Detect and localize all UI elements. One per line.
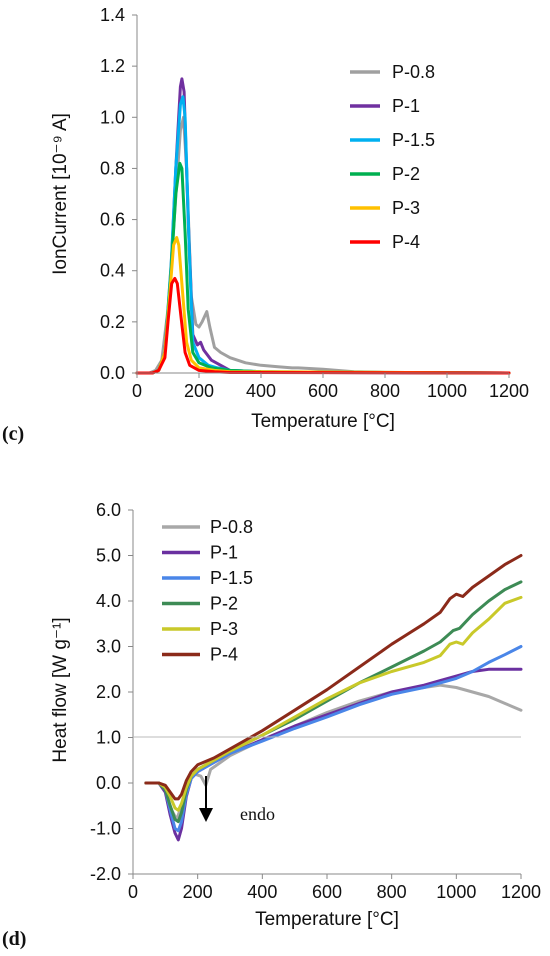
d-x-tick-label: 800 (377, 882, 407, 902)
panel-c-label: (c) (2, 423, 24, 445)
d-series-line-p-3 (144, 595, 523, 812)
d-x-tick-label: 400 (247, 882, 277, 902)
c-y-tick-label: 1.4 (100, 5, 125, 25)
c-series-group (135, 77, 511, 375)
c-legend-label-p-1-5: P-1.5 (392, 130, 435, 150)
d-series-line-p-1-5 (144, 645, 523, 833)
d-legend-label-p-3: P-3 (210, 619, 238, 639)
d-series-line-p-4 (144, 554, 523, 801)
c-x-tick-label: 0 (132, 381, 142, 401)
c-x-tick-label: 800 (370, 381, 400, 401)
d-x-ticks: 0 200 400 600 800 1000 1200 (128, 874, 541, 902)
c-x-ticks: 0 200 400 600 800 1000 1200 (132, 373, 529, 401)
d-y-tick-label: 5.0 (96, 546, 121, 566)
d-x-tick-label: 200 (183, 882, 213, 902)
d-x-tick-label: 0 (128, 882, 138, 902)
d-y-ticks: -2.0 -1.0 0.0 1.0 2.0 3.0 4.0 5.0 6.0 (90, 500, 133, 884)
panel-c-chart: 0 200 400 600 800 1000 1200 0.0 0.2 0.4 0.6 0.8 1.0… (2, 5, 529, 445)
c-y-tick-label: 0.0 (100, 363, 125, 383)
d-legend-label-p-0-8: P-0.8 (210, 517, 253, 537)
c-legend-label-p-4: P-4 (392, 232, 420, 252)
c-y-tick-label: 1.2 (100, 56, 125, 76)
d-y-tick-label: -1.0 (90, 819, 121, 839)
c-series-line-p-4 (135, 276, 511, 375)
d-x-axis-title: Temperature [°C] (255, 909, 399, 930)
c-y-tick-label: 1.0 (100, 107, 125, 127)
c-legend-label-p-3: P-3 (392, 198, 420, 218)
c-legend-label-p-1: P-1 (392, 96, 420, 116)
c-legend: P-0.8 P-1 P-1.5 P-2 P-3 P-4 (350, 62, 435, 252)
d-y-tick-label: 0.0 (96, 773, 121, 793)
d-legend-label-p-1-5: P-1.5 (210, 568, 253, 588)
c-legend-label-p-2: P-2 (392, 164, 420, 184)
c-x-axis-title: Temperature [°C] (251, 411, 395, 432)
d-y-tick-label: 1.0 (96, 728, 121, 748)
c-series-line-p-2 (135, 161, 511, 375)
c-x-tick-label: 1200 (489, 381, 529, 401)
c-x-tick-label: 1000 (427, 381, 467, 401)
panel-d-label: (d) (2, 928, 26, 950)
c-x-tick-label: 600 (308, 381, 338, 401)
d-legend-label-p-1: P-1 (210, 543, 238, 563)
d-y-axis-title: Heat flow [W g⁻¹] (50, 617, 71, 762)
d-x-tick-label: 1200 (501, 882, 541, 902)
d-y-tick-label: 4.0 (96, 591, 121, 611)
c-x-tick-label: 400 (246, 381, 276, 401)
endo-arrow (199, 776, 213, 822)
d-legend-label-p-4: P-4 (210, 645, 238, 665)
endo-annotation: endo (240, 804, 275, 824)
c-y-ticks: 0.0 0.2 0.4 0.6 0.8 1.0 1.2 1.4 (100, 5, 137, 383)
d-legend: P-0.8 P-1 P-1.5 P-2 P-3 P-4 (162, 517, 253, 665)
d-series-line-p-0-8 (144, 683, 523, 821)
panel-d-chart: 0 200 400 600 800 1000 1200 -2.0 -1.0 0.0 1.0 2.0 3… (2, 500, 541, 950)
c-y-tick-label: 0.8 (100, 158, 125, 178)
d-y-tick-label: 3.0 (96, 637, 121, 657)
d-x-tick-label: 600 (312, 882, 342, 902)
d-y-tick-label: 2.0 (96, 682, 121, 702)
c-legend-label-p-0-8: P-0.8 (392, 62, 435, 82)
d-y-tick-label: -2.0 (90, 864, 121, 884)
c-y-tick-label: 0.6 (100, 210, 125, 230)
c-y-tick-label: 0.4 (100, 261, 125, 281)
c-y-axis-title: IonCurrent [10⁻⁹ A] (50, 113, 71, 275)
d-y-tick-label: 6.0 (96, 500, 121, 520)
d-series-group (144, 554, 523, 842)
d-legend-label-p-2: P-2 (210, 594, 238, 614)
c-series-line-p-1-5 (135, 95, 511, 375)
c-x-tick-label: 200 (184, 381, 214, 401)
d-series-line-p-2 (144, 580, 523, 824)
c-y-tick-label: 0.2 (100, 312, 125, 332)
d-x-tick-label: 1000 (436, 882, 476, 902)
